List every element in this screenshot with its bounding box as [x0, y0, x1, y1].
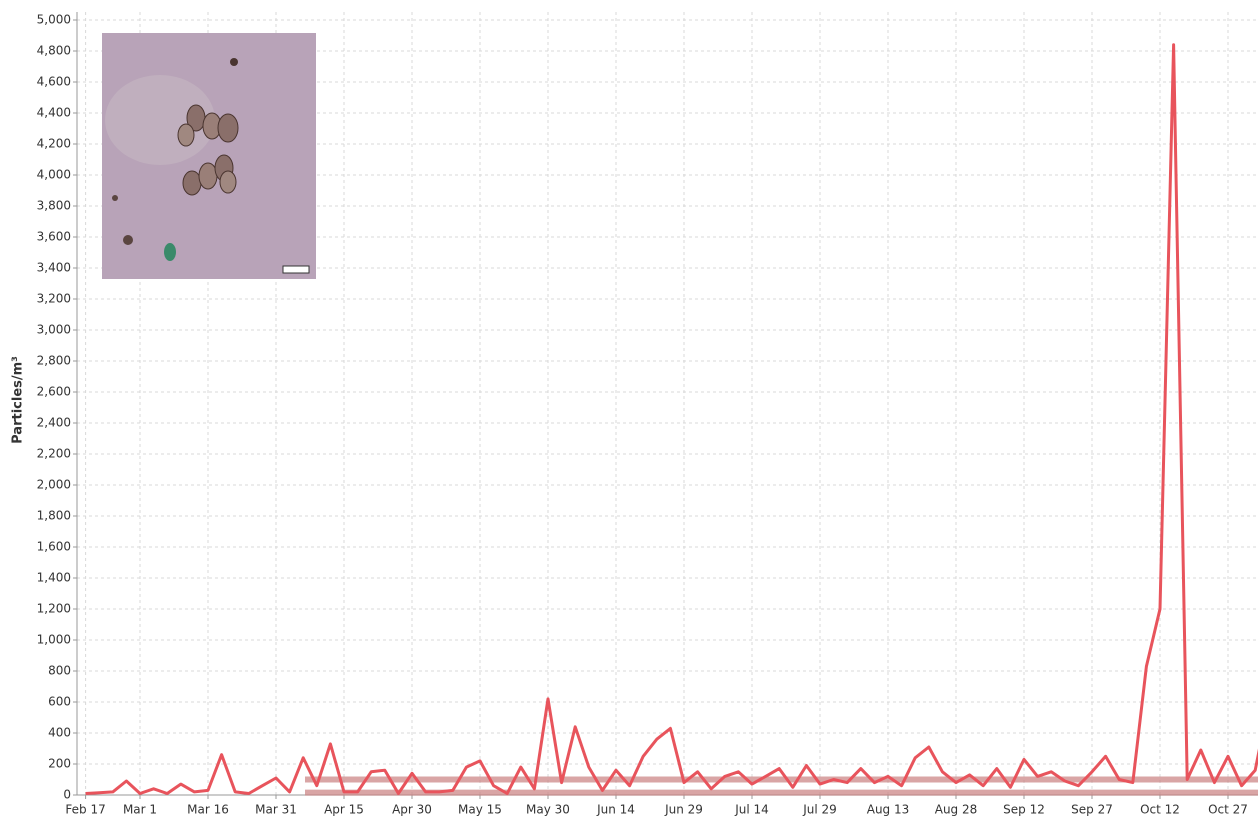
y-tick-label: 400 [48, 726, 71, 740]
y-tick-label: 0 [63, 788, 71, 802]
y-tick-label: 4,400 [37, 106, 71, 120]
chart: Particles/m³ 0 200 400 600 800 1,000 1,200 1,40… [0, 0, 1258, 818]
y-tick-label: 4,800 [37, 44, 71, 58]
y-axis-label: Particles/m³ [11, 356, 26, 444]
x-tick-label: Aug 28 [935, 803, 978, 817]
y-tick-label: 2,600 [37, 385, 71, 399]
x-tick-label: Sep 12 [1003, 803, 1045, 817]
x-tick-label: Mar 31 [255, 803, 297, 817]
y-tick-label: 1,800 [37, 509, 71, 523]
y-tick-label: 3,200 [37, 292, 71, 306]
y-tick-label: 4,200 [37, 137, 71, 151]
y-tick-label: 200 [48, 757, 71, 771]
y-tick-label: 1,200 [37, 602, 71, 616]
x-tick-label: Feb 17 [65, 803, 105, 817]
x-tick-label: May 30 [526, 803, 570, 817]
y-tick-label: 5,000 [37, 13, 71, 27]
micrograph-inset [102, 33, 316, 279]
y-tick-label: 1,600 [37, 540, 71, 554]
x-tick-label: Jul 29 [802, 803, 837, 817]
x-tick-label: Aug 13 [867, 803, 910, 817]
y-tick-label: 3,400 [37, 261, 71, 275]
y-tick-label: 800 [48, 664, 71, 678]
x-tick-label: Sep 27 [1071, 803, 1113, 817]
y-tick-label: 2,000 [37, 478, 71, 492]
y-tick-label: 4,000 [37, 168, 71, 182]
x-tick-label: Mar 16 [187, 803, 229, 817]
x-tick-label: Apr 15 [324, 803, 364, 817]
x-tick-label: Jun 14 [596, 803, 635, 817]
y-tick-label: 2,800 [37, 354, 71, 368]
x-tick-label: Oct 12 [1140, 803, 1180, 817]
y-tick-label: 2,400 [37, 416, 71, 430]
y-tick-label: 1,000 [37, 633, 71, 647]
x-tick-label: Jul 14 [734, 803, 769, 817]
y-tick-label: 600 [48, 695, 71, 709]
y-tick-label: 3,600 [37, 230, 71, 244]
y-tick-label: 1,400 [37, 571, 71, 585]
x-tick-label: May 15 [458, 803, 502, 817]
y-tick-label: 3,000 [37, 323, 71, 337]
x-tick-label: Jun 29 [664, 803, 703, 817]
y-tick-label: 3,800 [37, 199, 71, 213]
x-tick-label: Mar 1 [123, 803, 157, 817]
x-tick-label: Apr 30 [392, 803, 432, 817]
y-tick-label: 4,600 [37, 75, 71, 89]
x-tick-label: Oct 27 [1208, 803, 1248, 817]
y-tick-label: 2,200 [37, 447, 71, 461]
